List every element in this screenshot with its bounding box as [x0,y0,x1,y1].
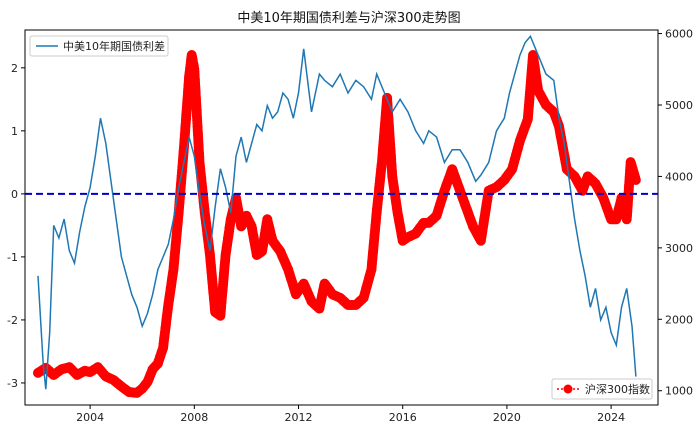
plot-frame [24,29,659,406]
y-left-tick-label: 0 [11,188,18,201]
y-right-tick-label: 1000 [665,385,693,398]
index-series [33,50,641,398]
spread-series [37,34,637,390]
x-tick-label: 2012 [285,411,313,424]
y-right-tick-label: 5000 [665,99,693,112]
y-right-tick-label: 2000 [665,313,693,326]
y-right-tick-label: 4000 [665,170,693,183]
x-tick-label: 2004 [76,411,104,424]
legend-index-label: 沪深300指数 [585,382,650,396]
legend-spread-label: 中美10年期国债利差 [63,39,165,53]
y-left-tick-label: -2 [7,314,18,327]
spread-line [37,34,637,390]
x-tick-label: 2008 [180,411,208,424]
legend-index: 沪深300指数 [551,378,653,400]
y-left-tick-label: -1 [7,251,18,264]
y-left-tick-label: -3 [7,377,18,390]
x-tick-label: 2016 [389,411,417,424]
chart-title: 中美10年期国债利差与沪深300走势图 [237,10,460,26]
y-left-tick-label: 1 [11,125,18,138]
y-right-tick-label: 6000 [665,28,693,41]
index-marker [630,175,641,185]
legend-index-swatch-marker [563,384,573,394]
y-right-tick-label: 3000 [665,242,693,255]
axes-layer: 2004 2008 2012 2016 2020 2024 -3 -2 -1 0 1 2 1000 200… [7,28,693,424]
x-tick-label: 2024 [597,411,625,424]
legend-spread: 中美10年期国债利差 [29,35,169,57]
x-tick-label: 2020 [493,411,521,424]
y-left-tick-label: 2 [11,62,18,75]
